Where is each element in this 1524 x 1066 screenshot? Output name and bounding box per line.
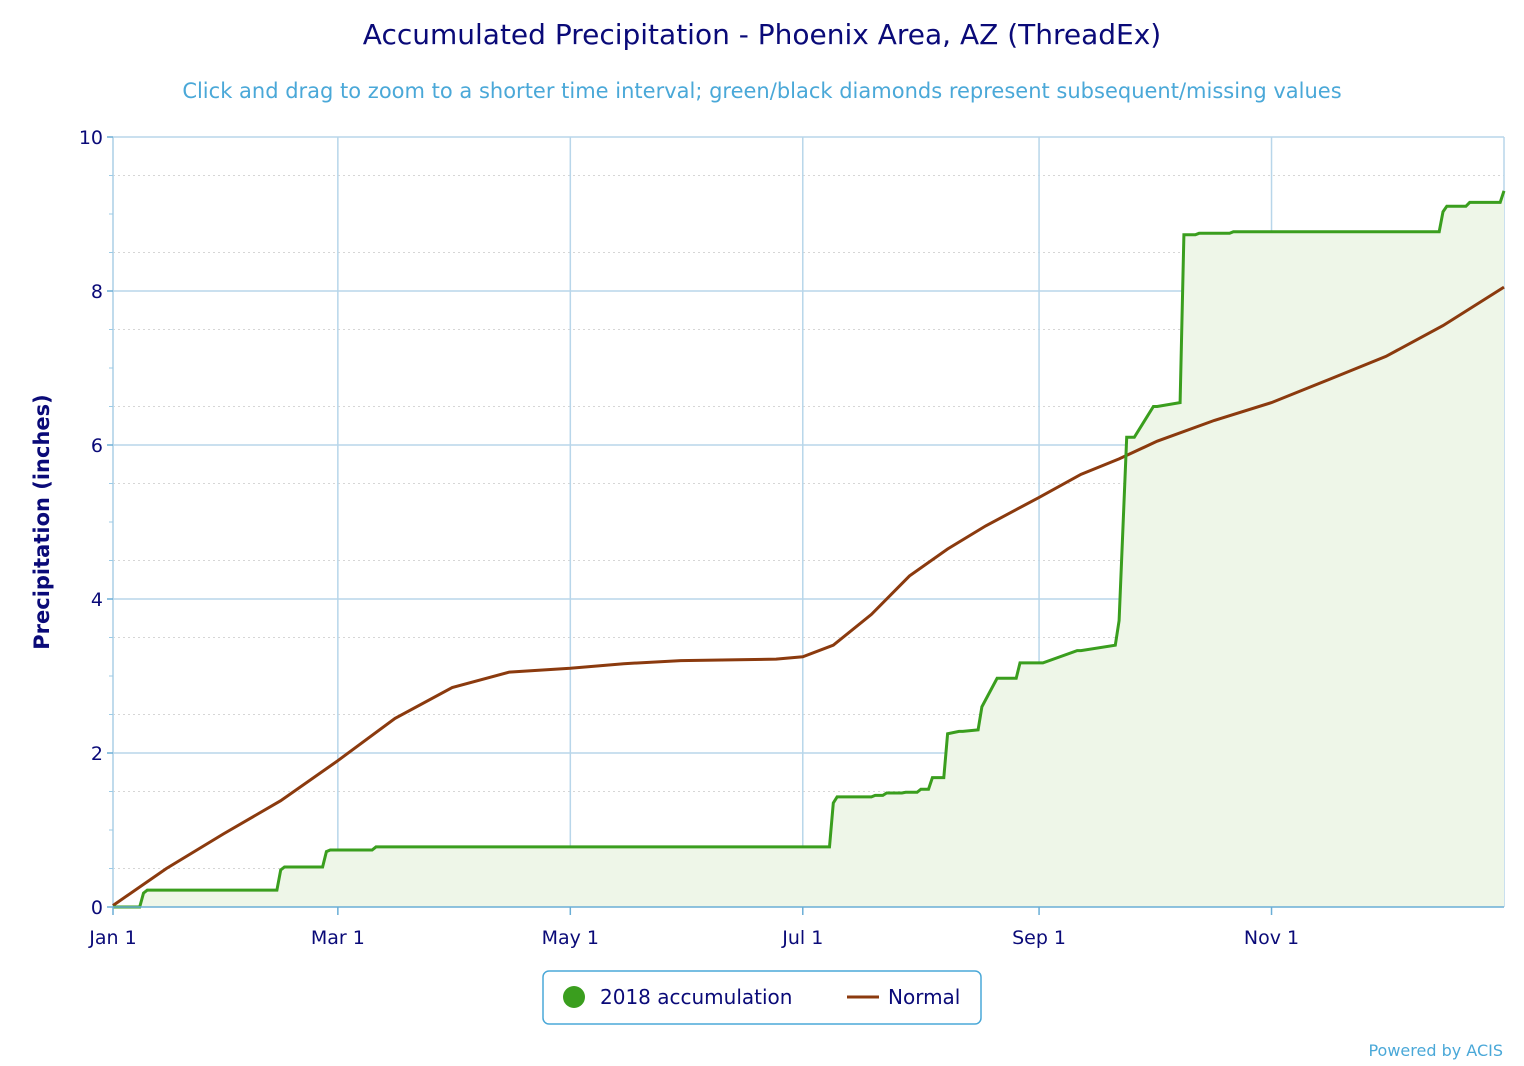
y-tick-label: 0 <box>91 897 103 919</box>
legend-item-normal[interactable]: Normal <box>847 985 960 1009</box>
x-tick-label: Jan 1 <box>88 927 136 949</box>
legend[interactable]: 2018 accumulation Normal <box>542 970 982 1025</box>
y-tick-label: 4 <box>91 589 103 611</box>
y-axis: 0 2 4 6 8 10 <box>79 127 113 919</box>
x-axis: Jan 1 Mar 1 May 1 Jul 1 Sep 1 Nov 1 <box>88 907 1299 949</box>
credit-link[interactable]: Powered by ACIS <box>1368 1041 1503 1060</box>
chart-title: Accumulated Precipitation - Phoenix Area… <box>363 18 1161 51</box>
y-tick-label: 10 <box>79 127 103 149</box>
y-tick-label: 6 <box>91 435 103 457</box>
series-2018-line[interactable] <box>113 190 1506 909</box>
x-tick-label: May 1 <box>542 927 599 949</box>
y-tick-label: 2 <box>91 743 103 765</box>
x-tick-label: Jul 1 <box>781 927 823 949</box>
series-normal-line[interactable] <box>112 285 1505 907</box>
y-tick-label: 8 <box>91 281 103 303</box>
legend-item-2018[interactable]: 2018 accumulation <box>563 985 792 1009</box>
series-2018-area <box>113 190 1504 907</box>
legend-label-normal: Normal <box>888 985 960 1009</box>
legend-box <box>542 970 982 1025</box>
y-axis-label: Precipitation (inches) <box>30 394 54 650</box>
x-tick-label: Mar 1 <box>311 927 365 949</box>
minor-gridlines <box>113 175 1504 869</box>
x-tick-label: Sep 1 <box>1012 927 1066 949</box>
x-tick-label: Nov 1 <box>1244 927 1299 949</box>
chart-subtitle: Click and drag to zoom to a shorter time… <box>182 79 1341 103</box>
legend-label-2018: 2018 accumulation <box>600 985 792 1009</box>
legend-marker-2018 <box>563 986 585 1008</box>
